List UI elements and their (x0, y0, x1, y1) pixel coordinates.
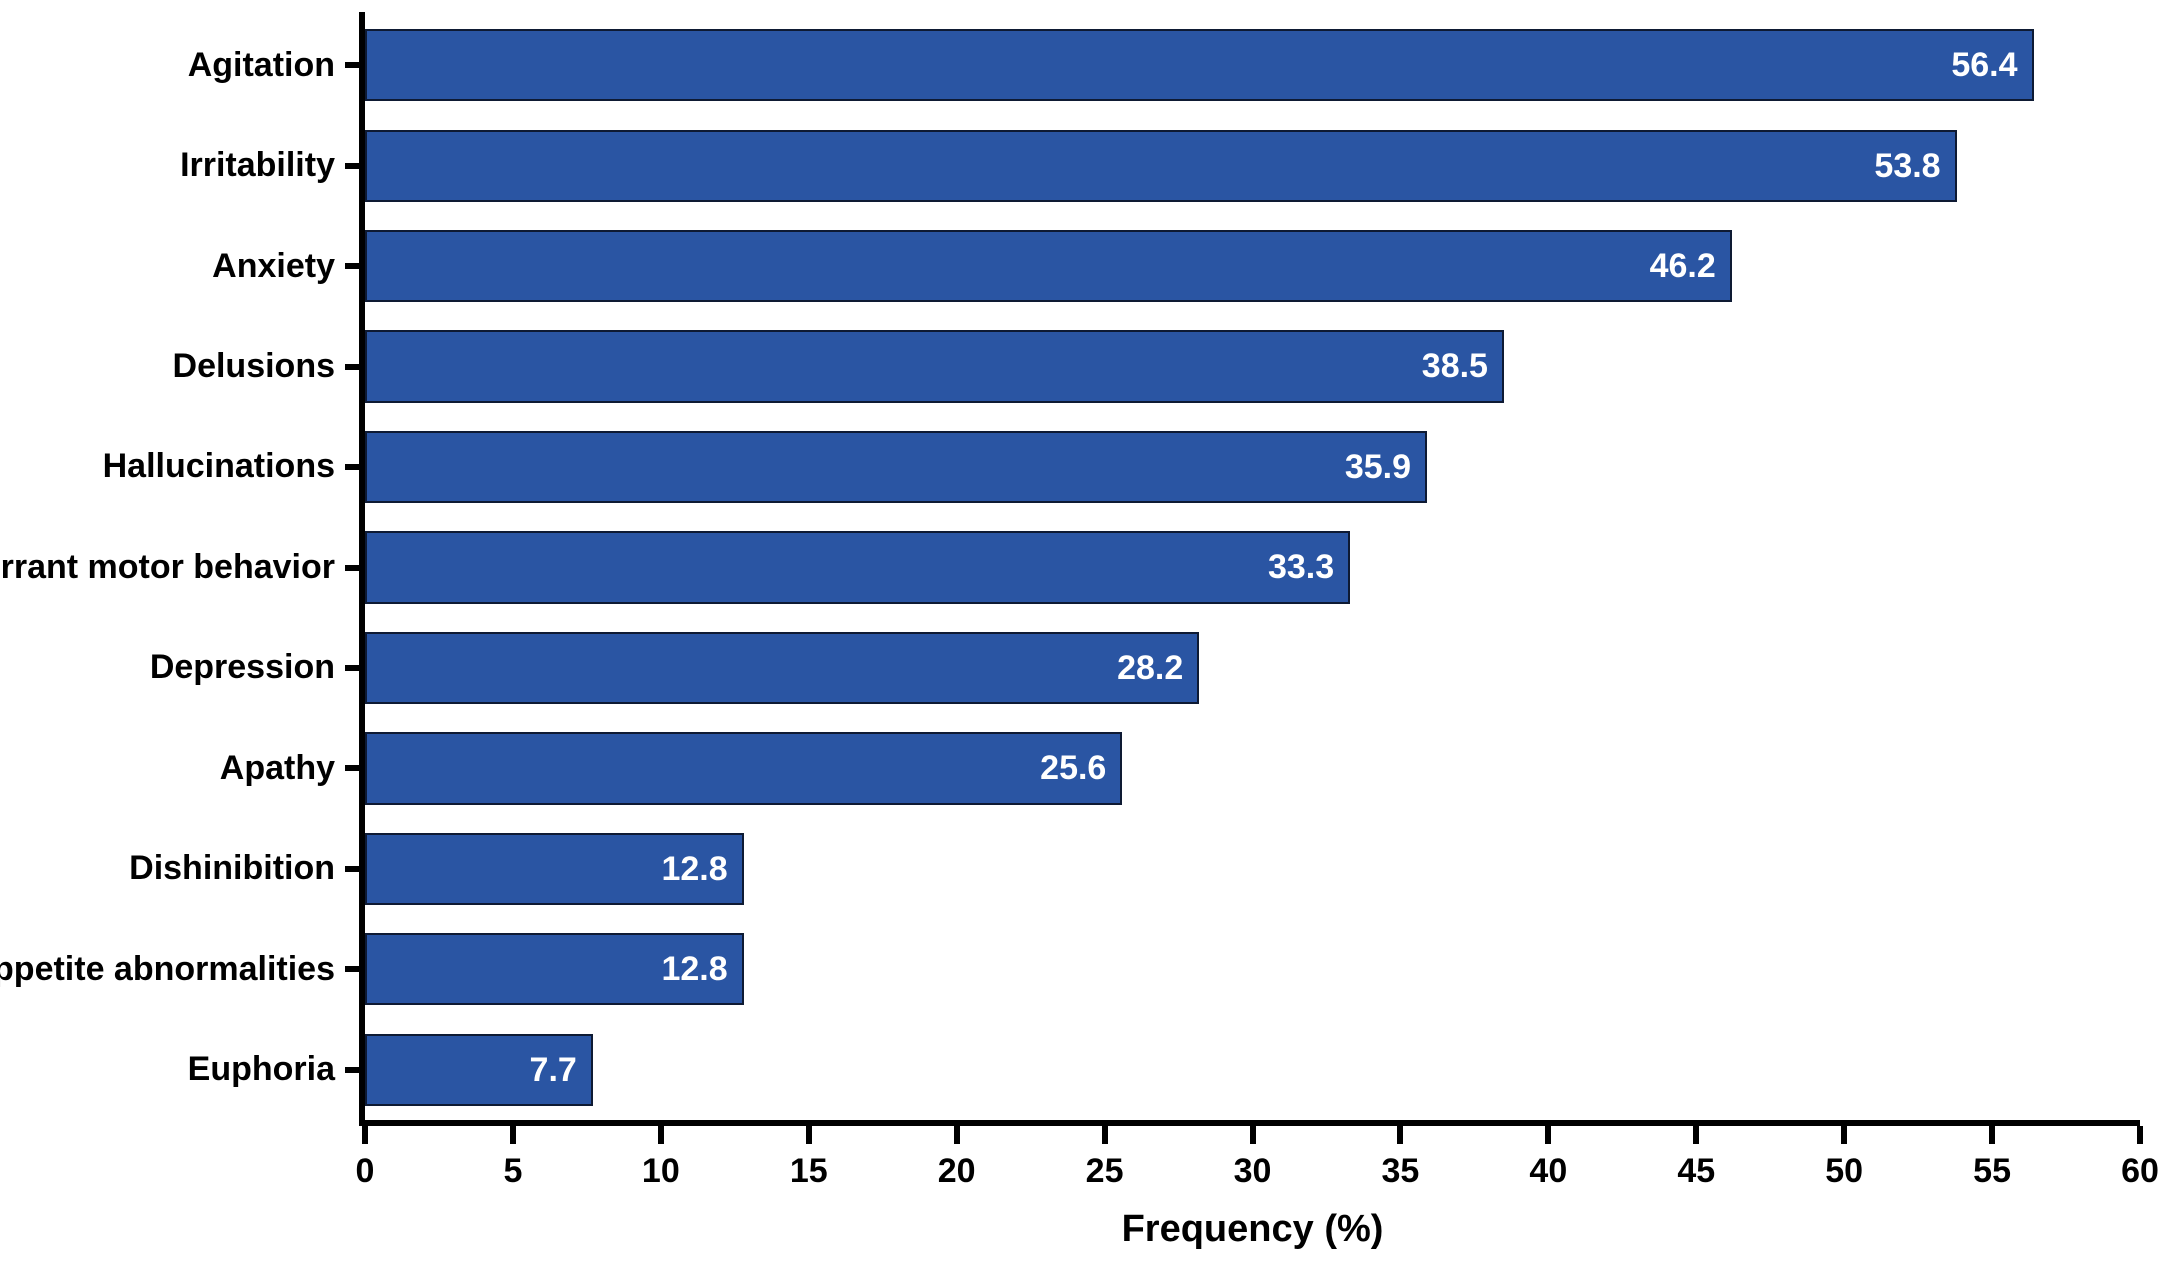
x-tick-mark (1545, 1126, 1551, 1144)
x-tick-label: 45 (1677, 1152, 1715, 1191)
x-tick-mark (1250, 1126, 1256, 1144)
bar (365, 531, 1350, 603)
y-tick-label: Depression (150, 648, 335, 687)
y-tick-label: Dishinibition (129, 849, 335, 888)
x-tick-label: 25 (1086, 1152, 1124, 1191)
x-tick-mark (954, 1126, 960, 1144)
x-tick-label: 55 (1973, 1152, 2011, 1191)
y-tick-label: Agitation (188, 46, 335, 85)
y-tick-label: Anxiety (212, 247, 335, 286)
y-tick-label: Euphoria (188, 1050, 335, 1089)
y-tick-label: Apathy (220, 749, 335, 788)
bar-value-label: 12.8 (661, 933, 727, 1005)
y-tick-mark (345, 464, 359, 470)
y-tick-mark (345, 62, 359, 68)
bar-value-label: 12.8 (661, 833, 727, 905)
x-tick-mark (658, 1126, 664, 1144)
plot-area: 56.453.8 46.2 38.535.933.3 28.225.6 12.8 12.8… (365, 15, 2140, 1120)
y-tick-mark (345, 1067, 359, 1073)
y-tick-mark (345, 966, 359, 972)
bar-value-label: 7.7 (530, 1034, 577, 1106)
x-tick-label: 5 (503, 1152, 522, 1191)
bar-value-label: 38.5 (1422, 330, 1488, 402)
y-tick-mark (345, 866, 359, 872)
x-tick-label: 15 (790, 1152, 828, 1191)
bar (365, 330, 1504, 402)
x-tick-label: 10 (642, 1152, 680, 1191)
x-tick-mark (362, 1126, 368, 1144)
x-tick-label: 20 (938, 1152, 976, 1191)
x-tick-mark (2137, 1126, 2143, 1144)
y-tick-mark (345, 565, 359, 571)
x-tick-label: 30 (1234, 1152, 1272, 1191)
x-tick-mark (1397, 1126, 1403, 1144)
y-tick-mark (345, 765, 359, 771)
bar (365, 29, 2034, 101)
y-tick-mark (345, 665, 359, 671)
bar-value-label: 25.6 (1040, 732, 1106, 804)
bar-value-label: 53.8 (1874, 130, 1940, 202)
y-tick-mark (345, 364, 359, 370)
x-tick-label: 50 (1825, 1152, 1863, 1191)
x-axis-title: Frequency (%) (1122, 1208, 1384, 1251)
y-tick-mark (345, 163, 359, 169)
x-tick-mark (1102, 1126, 1108, 1144)
x-tick-mark (1989, 1126, 1995, 1144)
bar-value-label: 46.2 (1650, 230, 1716, 302)
y-tick-label: Irritability (180, 146, 335, 185)
y-tick-mark (345, 263, 359, 269)
x-tick-mark (806, 1126, 812, 1144)
x-tick-label: 0 (356, 1152, 375, 1191)
y-tick-label: Appetite abnormalities (0, 950, 335, 989)
bar-value-label: 33.3 (1268, 531, 1334, 603)
chart-container: 56.453.8 46.2 38.535.933.3 28.225.6 12.8 12.8… (0, 0, 2165, 1285)
bar (365, 732, 1122, 804)
bar-value-label: 28.2 (1117, 632, 1183, 704)
x-tick-mark (1693, 1126, 1699, 1144)
x-tick-label: 35 (1381, 1152, 1419, 1191)
x-tick-mark (510, 1126, 516, 1144)
x-tick-label: 60 (2121, 1152, 2159, 1191)
y-tick-label: Delusions (173, 347, 335, 386)
bar (365, 431, 1427, 503)
x-tick-label: 40 (1529, 1152, 1567, 1191)
y-tick-label: Hallucinations (103, 447, 335, 486)
bar (365, 230, 1732, 302)
bar-value-label: 35.9 (1345, 431, 1411, 503)
x-tick-mark (1841, 1126, 1847, 1144)
bar (365, 632, 1199, 704)
y-tick-label: Aberrant motor behavior (0, 548, 335, 587)
bar-value-label: 56.4 (1951, 29, 2017, 101)
bar (365, 130, 1957, 202)
